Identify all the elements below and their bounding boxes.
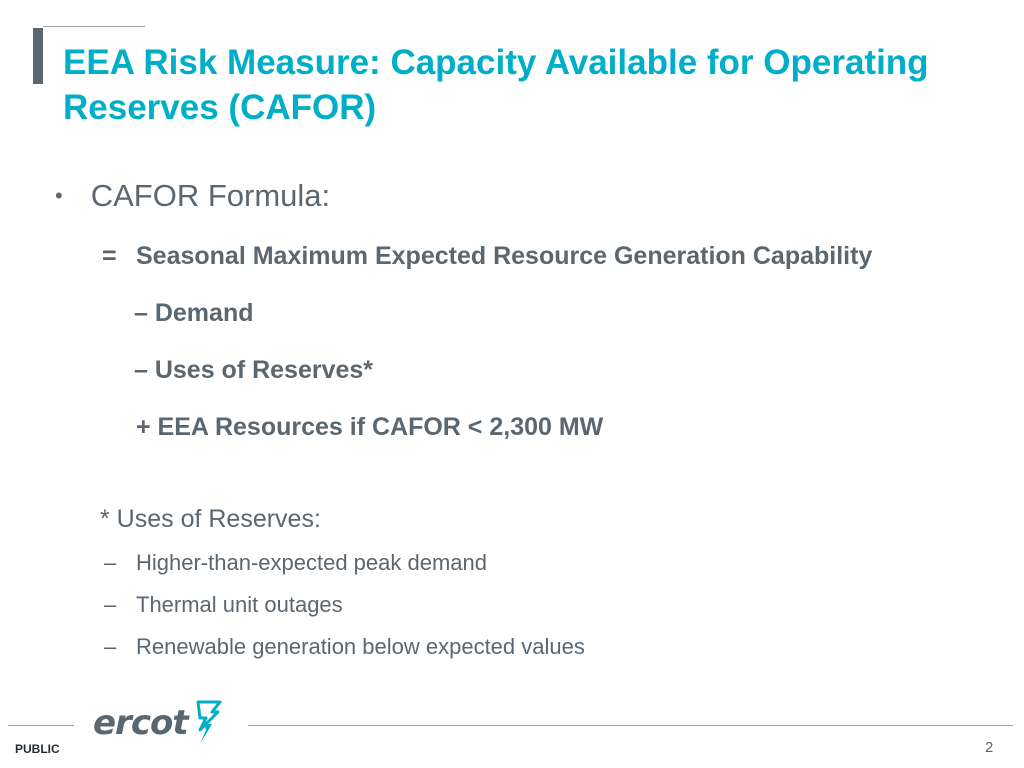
title-accent-bar [33, 28, 43, 84]
bullet-item: • CAFOR Formula: [55, 178, 330, 214]
formula-line-4: + EEA Resources if CAFOR < 2,300 MW [136, 413, 604, 441]
dash-icon: – [104, 550, 117, 575]
footer-divider-left [8, 725, 74, 726]
slide-title: EEA Risk Measure: Capacity Available for… [63, 43, 929, 127]
title-accent-line [43, 26, 145, 27]
equals-sign: = [102, 242, 117, 270]
note-item-text: Higher-than-expected peak demand [136, 550, 488, 575]
note-title: * Uses of Reserves: [100, 505, 321, 533]
note-item-text: Renewable generation below expected valu… [136, 634, 585, 659]
footer-divider-right [248, 725, 1013, 726]
formula-text: Seasonal Maximum Expected Resource Gener… [136, 242, 873, 270]
classification-label: PUBLIC [15, 742, 60, 756]
ercot-logo: ercot [93, 700, 222, 746]
dash-icon: – [104, 634, 117, 659]
formula-line-1: = Seasonal Maximum Expected Resource Gene… [102, 242, 872, 271]
lightning-icon [196, 700, 222, 744]
formula-line-2: – Demand [134, 299, 254, 327]
page-number: 2 [985, 739, 994, 756]
formula-line-3: – Uses of Reserves* [134, 356, 374, 384]
note-item-text: Thermal unit outages [136, 592, 343, 617]
bullet-text: CAFOR Formula: [90, 178, 331, 213]
bullet-dot-icon: • [55, 183, 63, 208]
note-item: – Renewable generation below expected va… [104, 634, 585, 660]
note-item: – Thermal unit outages [104, 592, 343, 618]
note-item: – Higher-than-expected peak demand [104, 550, 487, 576]
dash-icon: – [104, 592, 117, 617]
logo-text: ercot [93, 703, 189, 743]
